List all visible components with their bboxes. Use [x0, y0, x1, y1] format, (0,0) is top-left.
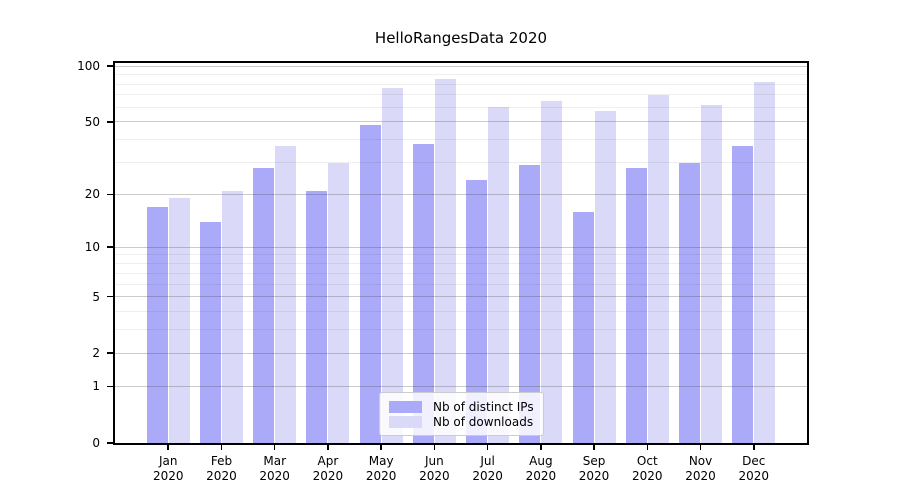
gridline-minor-y-30 [115, 162, 807, 164]
plot-area: Nb of distinct IPs Nb of downloads [113, 61, 809, 445]
gridline-minor-y-60 [115, 106, 807, 108]
legend-item-distinct-ips: Nb of distinct IPs [389, 399, 534, 414]
x-tick-mark-mar [273, 445, 276, 450]
x-tick-label-mar: Mar 2020 [259, 454, 290, 483]
bar-feb-distinct-ips [199, 221, 221, 443]
y-tick-mark-20 [107, 193, 113, 196]
x-tick-label-may: May 2020 [365, 454, 397, 483]
gridline-major-y-1 [115, 385, 807, 387]
gridline-major-y-5 [115, 296, 807, 298]
x-tick-mark-apr [327, 445, 329, 450]
y-tick-label-0: 0 [92, 436, 100, 450]
bar-nov-downloads [701, 104, 723, 443]
x-tick-label-sep: Sep 2020 [578, 454, 610, 483]
bar-sep-downloads [594, 111, 616, 443]
bar-nov-distinct-ips [679, 162, 701, 443]
x-tick-mark-feb [220, 445, 223, 450]
gridline-minor-y-4 [115, 311, 807, 313]
bar-apr-downloads [328, 162, 350, 443]
x-tick-mark-nov [699, 445, 702, 450]
bar-dec-downloads [754, 82, 776, 443]
gridline-major-y-100 [115, 65, 807, 67]
bar-may-distinct-ips [359, 125, 381, 443]
bar-aug-distinct-ips [519, 165, 541, 443]
legend-swatch-downloads [389, 415, 422, 428]
x-tick-label-oct: Oct 2020 [632, 454, 663, 483]
y-tick-label-5: 5 [92, 289, 100, 304]
x-tick-mark-sep [593, 445, 595, 450]
bar-feb-downloads [221, 190, 243, 443]
bar-mar-distinct-ips [253, 168, 275, 443]
x-tick-mark-dec [752, 445, 755, 450]
x-tick-mark-jun [433, 445, 436, 450]
x-tick-label-aug: Aug 2020 [525, 454, 557, 483]
bar-jun-downloads [434, 79, 456, 443]
bar-aug-downloads [541, 100, 563, 443]
gridline-minor-y-70 [115, 94, 807, 96]
y-tick-mark-5 [107, 295, 113, 298]
x-tick-mark-oct [646, 445, 649, 450]
gridline-minor-y-7 [115, 272, 807, 274]
gridline-major-y-10 [115, 246, 807, 248]
y-tick-mark-50 [107, 121, 113, 123]
y-tick-mark-10 [107, 246, 113, 248]
y-tick-label-1: 1 [92, 379, 100, 394]
bar-apr-distinct-ips [306, 190, 328, 443]
y-tick-mark-2 [107, 352, 113, 355]
x-tick-label-dec: Dec 2020 [738, 454, 770, 483]
bar-jun-distinct-ips [412, 143, 434, 443]
bar-jul-downloads [488, 107, 510, 443]
gridline-minor-y-8 [115, 263, 807, 265]
bar-jul-distinct-ips [466, 180, 488, 443]
x-tick-label-jun: Jun 2020 [419, 454, 450, 483]
x-tick-label-nov: Nov 2020 [685, 454, 716, 483]
bar-oct-distinct-ips [625, 168, 647, 443]
x-tick-mark-may [380, 445, 382, 450]
legend-item-downloads: Nb of downloads [389, 414, 534, 429]
gridline-minor-y-40 [115, 139, 807, 141]
gridline-minor-y-3 [115, 329, 807, 331]
x-tick-label-feb: Feb 2020 [206, 454, 237, 483]
plot-inner [115, 63, 807, 443]
y-tick-mark-1 [107, 385, 113, 388]
legend-label-distinct-ips: Nb of distinct IPs [433, 399, 534, 414]
legend-label-downloads: Nb of downloads [433, 414, 534, 429]
gridline-minor-y-9 [115, 254, 807, 256]
bar-sep-distinct-ips [572, 211, 594, 443]
x-tick-mark-jan [167, 445, 170, 450]
x-tick-label-jul: Jul 2020 [472, 454, 503, 483]
bar-oct-downloads [647, 94, 669, 443]
gridline-minor-y-6 [115, 283, 807, 285]
gridline-minor-y-80 [115, 83, 807, 85]
x-tick-label-apr: Apr 2020 [312, 454, 344, 483]
y-tick-mark-100 [107, 65, 113, 67]
y-tick-label-10: 10 [84, 240, 100, 255]
bar-jan-downloads [168, 198, 190, 443]
x-tick-mark-jul [486, 445, 489, 450]
y-tick-label-50: 50 [84, 114, 100, 129]
y-tick-mark-0 [107, 442, 113, 444]
y-tick-label-100: 100 [77, 59, 100, 74]
gridline-major-y-2 [115, 352, 807, 354]
gridline-minor-y-90 [115, 74, 807, 76]
x-tick-mark-aug [540, 445, 542, 450]
gridline-major-y-20 [115, 193, 807, 195]
gridline-major-y-50 [115, 121, 807, 123]
bar-mar-downloads [275, 145, 297, 443]
chart-title: HelloRangesData 2020 [374, 29, 548, 47]
x-tick-label-jan: Jan 2020 [152, 454, 184, 483]
y-tick-label-2: 2 [92, 346, 100, 361]
bar-dec-distinct-ips [732, 145, 754, 443]
bar-may-downloads [381, 88, 403, 443]
y-tick-label-20: 20 [84, 187, 100, 202]
legend-swatch-distinct-ips [389, 400, 422, 413]
legend: Nb of distinct IPs Nb of downloads [379, 392, 544, 436]
bar-jan-distinct-ips [146, 206, 168, 443]
